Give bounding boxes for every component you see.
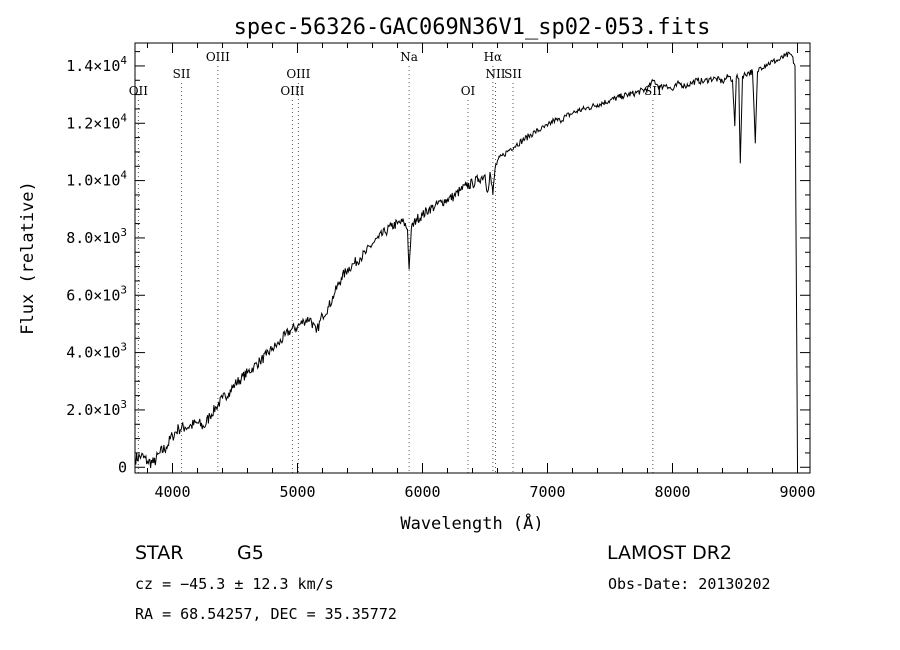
y-tick-label: 1.4×104 (66, 54, 127, 75)
y-axis: 02.0×1034.0×1036.0×1038.0×1031.0×1041.2×… (66, 51, 810, 476)
x-tick-label: 4000 (154, 483, 190, 501)
y-tick-mantissa: 1.0×10 (66, 172, 120, 190)
emission-line-label: SII (504, 67, 522, 81)
x-tick-label: 5000 (279, 483, 315, 501)
y-tick-label: 1.0×104 (66, 169, 127, 190)
y-tick-mantissa: 0 (118, 458, 127, 476)
y-tick-mantissa: 4.0×10 (66, 344, 120, 362)
plot-frame (134, 42, 811, 474)
x-tick-label: 7000 (529, 483, 565, 501)
y-tick-exponent: 3 (120, 341, 127, 354)
x-axis-label: Wavelength (Å) (400, 512, 543, 534)
emission-line-label: OIII (286, 67, 310, 81)
emission-line-label: OI (461, 84, 476, 98)
emission-line-label: OIII (206, 50, 230, 64)
emission-line-label: OIII (280, 84, 304, 98)
x-axis: 4000 5000 6000 7000 8000 9000 (147, 43, 816, 501)
y-tick-exponent: 3 (120, 283, 127, 296)
y-tick-label: 2.0×103 (66, 398, 127, 419)
y-tick-exponent: 4 (120, 54, 127, 67)
y-tick-label: 1.2×104 (66, 111, 127, 132)
emission-line-label: OII (129, 84, 149, 98)
survey-name: LAMOST DR2 (607, 542, 732, 564)
y-tick-mantissa: 2.0×10 (66, 401, 120, 419)
x-tick-label: 6000 (404, 483, 440, 501)
emission-line-label: SII (644, 84, 662, 98)
y-tick-exponent: 3 (120, 226, 127, 239)
y-tick-exponent: 3 (120, 398, 127, 411)
object-subclass: G5 (237, 542, 264, 564)
y-tick-mantissa: 6.0×10 (66, 286, 120, 304)
x-tick-label: 8000 (654, 483, 690, 501)
emission-line-label: NII (486, 67, 506, 81)
y-tick-label: 8.0×103 (66, 226, 127, 247)
y-tick-exponent: 4 (120, 169, 127, 182)
redshift-cz: cz = −45.3 ± 12.3 km/s (135, 575, 334, 593)
coordinates: RA = 68.54257, DEC = 35.35772 (135, 605, 397, 623)
y-tick-label: 6.0×103 (66, 283, 127, 304)
x-tick-label: 9000 (779, 483, 815, 501)
y-tick-mantissa: 1.4×10 (66, 57, 120, 75)
spectrum-series-line (134, 51, 798, 468)
emission-line-label: Na (400, 50, 418, 64)
observation-date: Obs-Date: 20130202 (608, 575, 771, 593)
y-tick-label: 0 (118, 458, 127, 476)
chart-title: spec-56326-GAC069N36V1_sp02-053.fits (234, 15, 711, 40)
y-axis-label: Flux (relative) (18, 181, 38, 335)
y-tick-exponent: 4 (120, 111, 127, 124)
object-class: STAR (135, 542, 183, 564)
emission-line-label: Hα (484, 50, 503, 64)
emission-line-label: SII (173, 67, 191, 81)
emission-line-markers (137, 66, 654, 473)
y-tick-mantissa: 1.2×10 (66, 114, 120, 132)
y-tick-label: 4.0×103 (66, 341, 127, 362)
y-tick-mantissa: 8.0×10 (66, 229, 120, 247)
